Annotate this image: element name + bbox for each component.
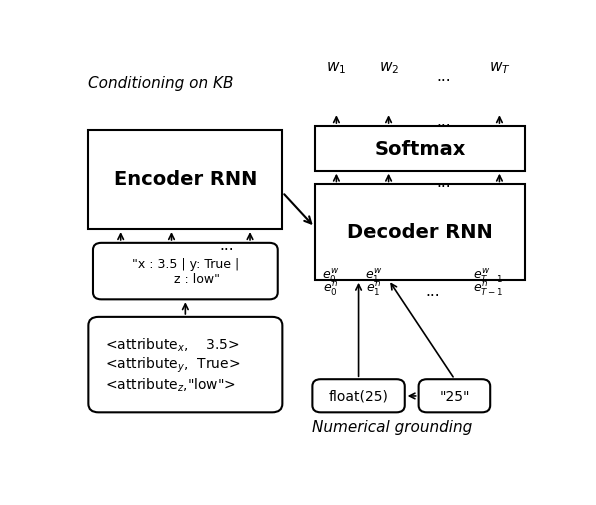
Text: "x : 3.5 | y: True |
      z : low": "x : 3.5 | y: True | z : low"	[132, 258, 239, 285]
Text: $e_0^w$: $e_0^w$	[322, 267, 340, 284]
Text: $e_0^n$: $e_0^n$	[323, 280, 339, 298]
Text: $w_2$: $w_2$	[378, 61, 399, 76]
FancyBboxPatch shape	[418, 379, 490, 413]
Text: Encoder RNN: Encoder RNN	[114, 170, 257, 189]
Text: $e_1^w$: $e_1^w$	[365, 267, 382, 284]
Text: "25": "25"	[439, 389, 470, 403]
Bar	[315, 127, 525, 171]
Bar	[315, 185, 525, 280]
Bar	[88, 131, 283, 230]
Text: ...: ...	[219, 237, 234, 252]
Text: Numerical grounding: Numerical grounding	[312, 419, 473, 434]
Text: Decoder RNN: Decoder RNN	[347, 223, 493, 242]
FancyBboxPatch shape	[93, 243, 278, 300]
Text: ...: ...	[437, 69, 451, 84]
Text: $w_T$: $w_T$	[489, 61, 510, 76]
Text: <attribute$_x$,    3.5>: <attribute$_x$, 3.5>	[104, 336, 239, 353]
Text: $e_1^n$: $e_1^n$	[366, 280, 381, 298]
Text: float(25): float(25)	[328, 389, 389, 403]
Text: ...: ...	[425, 284, 440, 298]
Text: Softmax: Softmax	[374, 139, 465, 159]
FancyBboxPatch shape	[312, 379, 405, 413]
Text: $w_1$: $w_1$	[326, 61, 346, 76]
Text: ...: ...	[437, 114, 451, 129]
Text: Conditioning on KB: Conditioning on KB	[88, 76, 234, 91]
Text: <attribute$_y$,  True>: <attribute$_y$, True>	[104, 355, 240, 374]
Text: ...: ...	[437, 175, 451, 190]
Text: <attribute$_z$,"low">: <attribute$_z$,"low">	[104, 376, 235, 393]
Text: $e_{T-1}^w$: $e_{T-1}^w$	[473, 267, 503, 284]
FancyBboxPatch shape	[88, 317, 283, 413]
Text: $e_{T-1}^n$: $e_{T-1}^n$	[473, 280, 503, 298]
